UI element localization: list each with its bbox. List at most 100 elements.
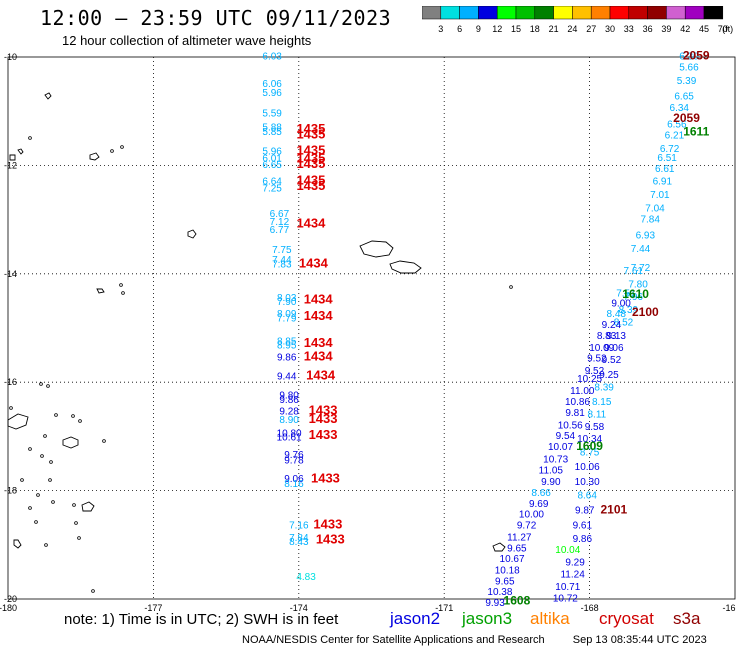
pass-time-label: 1433	[309, 411, 338, 426]
wave-height-value: 6.61	[655, 164, 675, 175]
islet-marker	[121, 291, 125, 295]
island-outline	[13, 539, 22, 549]
islet-marker	[77, 536, 81, 540]
pass-time-label: 1611	[683, 125, 709, 139]
wave-height-value: 11.27	[507, 532, 532, 543]
islet-marker	[54, 413, 58, 417]
scale-label: 45	[699, 24, 709, 34]
wave-height-value: 7.80	[628, 279, 648, 290]
wave-height-value: 6.30	[679, 52, 699, 63]
wave-height-value: 9.93	[485, 598, 505, 609]
island-outline	[17, 148, 24, 155]
islet-marker	[28, 136, 32, 140]
islet-marker	[9, 406, 13, 410]
wave-height-value: 9.06	[284, 474, 304, 485]
latitude-label: -10	[4, 52, 17, 62]
scale-label: 24	[567, 24, 577, 34]
pass-time-label: 2059	[683, 49, 710, 63]
wave-height-value: 7.16	[289, 521, 309, 532]
wave-height-value: 9.44	[277, 371, 297, 382]
footer-note: note: 1) Time is in UTC; 2) SWH is in fe…	[64, 611, 339, 628]
island-outline	[359, 240, 394, 258]
wave-height-value: 9.69	[529, 499, 549, 510]
pass-time-label: 1434	[304, 292, 334, 307]
wave-height-value: 9.25	[599, 370, 619, 381]
pass-time-label: 1433	[316, 532, 345, 547]
wave-height-value: 5.96	[262, 88, 282, 99]
scale-label: 3	[438, 24, 443, 34]
islet-marker	[509, 285, 513, 289]
island-outline	[89, 152, 100, 161]
islet-marker	[43, 434, 47, 438]
credit-line: NOAA/NESDIS Center for Satellite Applica…	[242, 634, 707, 646]
scale-label: (ft)	[722, 24, 733, 34]
wave-height-value: 6.51	[657, 153, 677, 164]
pass-time-label: 1435	[296, 126, 325, 141]
wave-height-value: 6.72	[660, 144, 680, 155]
wave-height-value: 9.52	[587, 354, 607, 365]
scale-label: 12	[492, 24, 502, 34]
wave-height-value: 7.79	[277, 313, 297, 324]
islet-marker	[102, 439, 106, 443]
wave-height-value: 7.84	[640, 214, 660, 225]
scale-label: 42	[680, 24, 690, 34]
islet-marker	[51, 500, 55, 504]
wave-height-value: 6.77	[270, 225, 290, 236]
pass-time-label: 1433	[309, 427, 338, 442]
island-outline	[62, 436, 79, 449]
wave-height-value: 7.90	[277, 297, 297, 308]
wave-height-value: 9.86	[277, 353, 297, 364]
islet-marker	[44, 543, 48, 547]
satellite-label-altika: altika	[530, 609, 570, 628]
color-scale-legend: 3 6 9 12 15 18 21 24 27 30 33 36 39 42 45 70(ft)	[422, 6, 733, 34]
wave-height-value: 6.65	[674, 91, 694, 102]
islet-marker	[28, 506, 32, 510]
wave-height-value: 8.16	[284, 479, 304, 490]
scale-label: 70	[718, 24, 728, 34]
wave-height-value: 10.86	[565, 397, 590, 408]
longitude-label: -180	[0, 603, 17, 613]
wave-height-value: 7.04	[645, 203, 665, 214]
wave-height-value: 7.84	[289, 533, 309, 544]
pass-time-label: 1435	[296, 172, 325, 187]
wave-height-value: 10.38	[487, 587, 512, 598]
wave-height-value: 9.87	[575, 505, 595, 516]
wave-height-value: 7.44	[631, 244, 651, 255]
wave-height-value: 9.54	[556, 431, 576, 442]
latitude-label: -16	[4, 377, 17, 387]
wave-height-value: 7.75	[272, 245, 292, 256]
wave-height-value: 10.09	[589, 343, 614, 354]
islet-marker	[78, 419, 82, 423]
wave-height-value: 11.05	[539, 465, 564, 476]
wave-height-value: 9.72	[517, 521, 537, 532]
credit-timestamp: Sep 13 08:35:44 UTC 2023	[572, 634, 707, 646]
wave-height-value: 5.85	[262, 127, 282, 138]
scale-label: 39	[661, 24, 671, 34]
wave-height-value: 10.67	[500, 554, 525, 565]
pass-time-label: 1609	[576, 439, 603, 453]
scale-label: 30	[605, 24, 615, 34]
map-frame	[7, 56, 736, 600]
wave-height-value: 7.61	[623, 266, 643, 277]
wave-height-value: 8.43	[289, 537, 309, 548]
wave-height-value: 7.83	[272, 259, 292, 270]
pass-time-label: 1435	[296, 156, 325, 171]
island-outline	[9, 154, 16, 161]
wave-height-value: 10.34	[577, 434, 602, 445]
scale-label: 27	[586, 24, 596, 34]
scale-label: 21	[549, 24, 559, 34]
islet-marker	[91, 589, 95, 593]
wave-height-value: 7.72	[631, 263, 651, 274]
pass-time-label: 1608	[504, 593, 531, 607]
wave-height-value: 8.39	[594, 382, 614, 393]
wave-height-value: 10.71	[555, 582, 580, 593]
pass-time-label: 1434	[306, 367, 336, 382]
island-outline	[492, 542, 506, 552]
pass-time-label: 2101	[600, 502, 627, 516]
islet-marker	[20, 478, 24, 482]
island-outline	[44, 92, 52, 100]
wave-height-value: 7.01	[650, 190, 670, 201]
wave-height-value: 8.83	[597, 331, 617, 342]
islet-marker	[39, 382, 43, 386]
